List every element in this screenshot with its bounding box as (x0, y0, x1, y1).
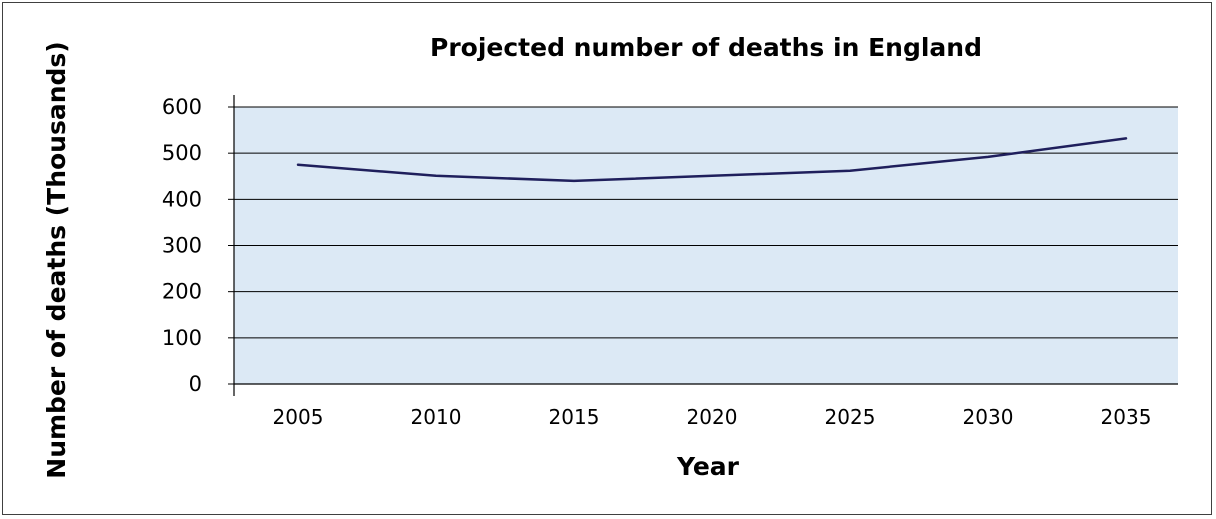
y-tick-label-300: 300 (162, 234, 202, 258)
y-tick-label-500: 500 (162, 141, 202, 165)
chart-title: Projected number of deaths in England (430, 33, 982, 62)
x-tick-label-2030: 2030 (963, 405, 1014, 429)
y-tick-label-400: 400 (162, 187, 202, 211)
y-tick-label-200: 200 (162, 280, 202, 304)
x-axis-ticks: 2005 2010 2015 2020 2025 2030 2035 (273, 405, 1152, 429)
x-tick-label-2015: 2015 (549, 405, 600, 429)
x-tick-label-2025: 2025 (825, 405, 876, 429)
axes (233, 95, 1178, 396)
gridlines (234, 106, 1178, 339)
y-axis-label: Number of deaths (Thousands) (42, 41, 71, 478)
x-tick-label-2020: 2020 (687, 405, 738, 429)
x-tick-label-2010: 2010 (411, 405, 462, 429)
y-tick-label-100: 100 (162, 326, 202, 350)
y-axis-ticks: 0 100 200 300 400 500 600 (162, 95, 234, 396)
series-group (296, 137, 1128, 183)
y-tick-label-0: 0 (189, 372, 202, 396)
x-tick-label-2035: 2035 (1101, 405, 1152, 429)
y-tick-label-600: 600 (162, 95, 202, 119)
x-axis-label: Year (676, 452, 740, 481)
x-tick-label-2005: 2005 (273, 405, 324, 429)
